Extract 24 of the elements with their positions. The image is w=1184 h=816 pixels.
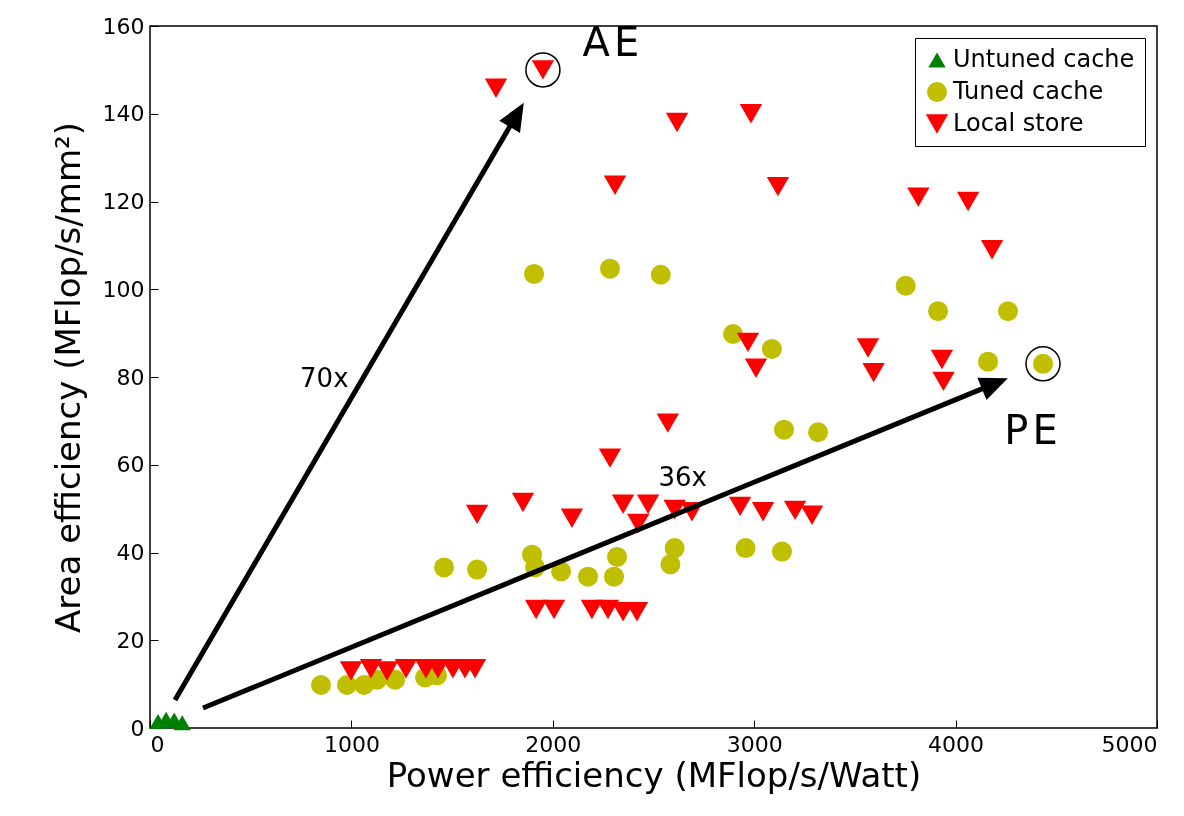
annotation: AE xyxy=(582,18,644,65)
y-tick-label: 20 xyxy=(116,627,145,653)
annotation: 70x xyxy=(300,363,349,394)
legend-label: Untuned cache xyxy=(953,45,1135,73)
x-tick-label: 0 xyxy=(150,731,165,757)
y-tick-label: 140 xyxy=(102,101,145,127)
annotation: 36x xyxy=(658,462,707,493)
y-tick-label: 60 xyxy=(116,452,145,478)
y-axis-title: Area efficiency (MFlop/s/mm²) xyxy=(47,122,88,633)
y-tick-label: 40 xyxy=(116,540,145,565)
y-tick-label: 80 xyxy=(116,364,145,390)
x-tick-label: 2000 xyxy=(525,731,582,757)
y-tick-label: 120 xyxy=(102,189,145,214)
y-tick-label: 160 xyxy=(102,13,145,39)
x-tick-label: 1000 xyxy=(323,731,380,757)
x-tick-label: 4000 xyxy=(928,731,985,757)
x-axis-title: Power efficiency (MFlop/s/Watt) xyxy=(386,754,922,795)
legend-label: Tuned cache xyxy=(952,77,1104,105)
legend-label: Local store xyxy=(953,109,1084,137)
x-tick-label: 5000 xyxy=(1101,731,1158,757)
y-tick-label: 100 xyxy=(102,276,145,302)
x-tick-label: 3000 xyxy=(726,731,783,757)
annotation: PE xyxy=(1004,406,1062,453)
y-tick-label: 0 xyxy=(130,715,145,741)
